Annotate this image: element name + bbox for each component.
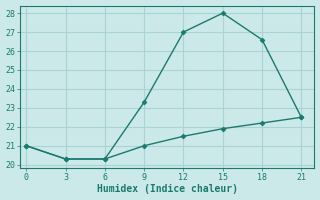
X-axis label: Humidex (Indice chaleur): Humidex (Indice chaleur) xyxy=(97,184,237,194)
